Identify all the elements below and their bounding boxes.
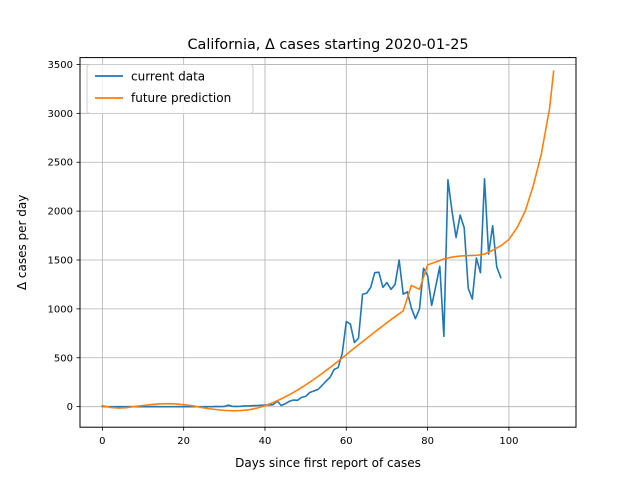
y-tick-label: 3000: [48, 109, 73, 120]
x-tick-label: 100: [499, 436, 518, 447]
y-tick-label: 1500: [48, 256, 73, 267]
x-tick-label: 40: [259, 436, 272, 447]
grid: [80, 57, 576, 428]
y-axis-label: Δ cases per day: [15, 195, 29, 291]
y-tick-label: 3500: [48, 60, 73, 71]
x-axis-ticks: 0 20 40 60 80 100: [99, 427, 518, 447]
series-layer: [101, 70, 555, 412]
series-line-future-prediction: [101, 70, 555, 412]
legend-label-future-prediction: future prediction: [131, 91, 231, 105]
x-tick-label: 60: [340, 436, 353, 447]
chart-title: California, Δ cases starting 2020-01-25: [187, 37, 468, 53]
x-axis-label: Days since first report of cases: [235, 456, 421, 470]
y-tick-label: 1000: [48, 304, 73, 315]
x-tick-label: 0: [99, 436, 105, 447]
series-line-current-data: [101, 178, 502, 408]
y-tick-label: 500: [54, 353, 73, 364]
legend-box: [86, 64, 254, 114]
y-tick-label: 2000: [48, 207, 73, 218]
x-tick-label: 80: [421, 436, 434, 447]
x-tick-label: 20: [177, 436, 190, 447]
y-tick-label: 0: [67, 402, 73, 413]
legend: current data future prediction: [86, 64, 254, 114]
plot-frame: [79, 57, 577, 428]
y-tick-label: 2500: [48, 158, 73, 169]
legend-label-current-data: current data: [131, 70, 205, 84]
y-axis-ticks: 0 500 1000 1500 2000 2500 3000 3500: [48, 60, 80, 413]
